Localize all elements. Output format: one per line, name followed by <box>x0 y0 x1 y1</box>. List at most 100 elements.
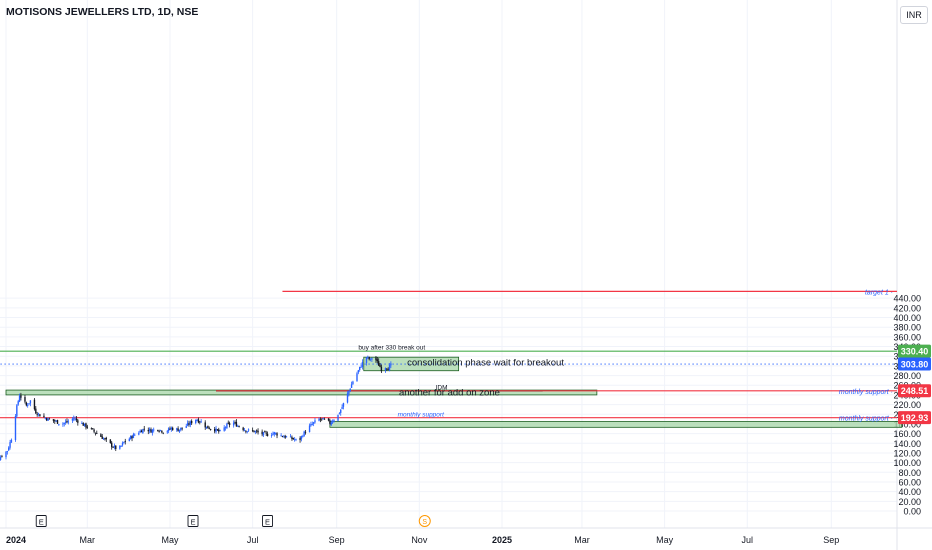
candle-body <box>226 423 228 429</box>
candle-body <box>45 418 48 421</box>
candle-body <box>119 445 121 449</box>
candle-body <box>6 451 9 452</box>
candle-body <box>73 418 75 420</box>
candle-body <box>293 439 296 441</box>
candle-body <box>216 429 219 431</box>
candle-body <box>310 424 312 426</box>
candle-body <box>289 436 292 438</box>
candle-body <box>295 438 297 440</box>
candle-body <box>129 435 132 439</box>
candle-body <box>388 365 391 371</box>
candle-body <box>71 418 74 421</box>
candle-body <box>228 423 231 426</box>
candle-body <box>124 441 126 442</box>
candle-body <box>281 436 284 437</box>
candle-body <box>153 429 155 431</box>
candle-body <box>177 428 179 432</box>
demand-zone <box>5 389 598 396</box>
candle-body <box>300 436 303 440</box>
candle-body <box>299 438 301 440</box>
candle-body <box>262 432 265 436</box>
candle-body <box>197 419 200 423</box>
y-tick-label: 180.00 <box>893 419 921 429</box>
x-tick-label: Sep <box>329 535 345 545</box>
candle-body <box>85 423 87 428</box>
candle-body <box>102 438 105 440</box>
candle-body <box>138 432 140 435</box>
candle-body <box>36 413 38 415</box>
candle-body <box>318 418 320 421</box>
candle-body <box>273 432 276 435</box>
currency-button[interactable]: INR <box>900 6 928 24</box>
candle-body <box>357 370 360 373</box>
x-tick-label: Nov <box>411 535 428 545</box>
y-tick-label: 140.00 <box>893 439 921 449</box>
x-tick-label: 2024 <box>6 535 26 545</box>
chart-annotation: consolidation phase wait for breakout <box>407 357 564 368</box>
candle-body <box>134 434 136 436</box>
candle-body <box>112 447 114 448</box>
candle-body <box>96 433 98 434</box>
candle-body <box>247 429 250 431</box>
candle-body <box>284 435 286 438</box>
candle-body <box>58 423 60 425</box>
candle-body <box>213 429 216 432</box>
candle-body <box>101 436 103 439</box>
candle-body <box>359 366 361 370</box>
candle-body <box>139 430 141 433</box>
y-tick-label: 160.00 <box>893 429 921 439</box>
y-tick-label: 380.00 <box>893 323 921 333</box>
x-tick-label: May <box>656 535 674 545</box>
candle-body <box>238 426 240 427</box>
candle-body <box>352 381 354 385</box>
candle-body <box>245 430 247 432</box>
candle-body <box>234 422 236 424</box>
candle-body <box>365 357 368 363</box>
candle-body <box>224 427 227 428</box>
candle-body <box>109 439 112 444</box>
candle-body <box>55 420 57 422</box>
candle-body <box>369 358 372 360</box>
y-tick-label: 220.00 <box>893 400 921 410</box>
candle-body <box>157 430 159 431</box>
candle-body <box>375 357 377 361</box>
candle-body <box>128 438 131 442</box>
candle-body <box>132 434 135 439</box>
candle-body <box>66 420 68 423</box>
candle-body <box>368 357 370 360</box>
candle-body <box>331 421 334 423</box>
candle-body <box>86 426 89 428</box>
candle-body <box>123 441 125 444</box>
candle-body <box>322 417 324 420</box>
candle-body <box>67 421 70 423</box>
candle-body <box>205 426 208 429</box>
price-label-bg <box>898 384 931 398</box>
candle-body <box>270 435 273 436</box>
candle-body <box>20 395 22 398</box>
candle-body <box>162 432 164 434</box>
candle-body <box>327 418 330 421</box>
candle-body <box>140 430 143 433</box>
candle-body <box>274 432 277 434</box>
y-tick-label: 360.00 <box>893 332 921 342</box>
candle-body <box>33 399 36 410</box>
candle-body <box>253 430 255 433</box>
candle-body <box>81 423 83 424</box>
candle-body <box>204 422 206 428</box>
candle-body <box>150 429 152 433</box>
price-label: 330.40 <box>901 346 929 356</box>
candle-body <box>319 418 322 420</box>
candle-body <box>147 429 149 432</box>
candle-body <box>387 369 389 371</box>
price-label: 248.51 <box>901 386 929 396</box>
candle-body <box>209 429 212 430</box>
candle-body <box>35 408 37 414</box>
candle-body <box>390 363 392 366</box>
candle-body <box>276 433 278 436</box>
candle-body <box>219 430 221 432</box>
candle-body <box>280 435 282 437</box>
candle-body <box>181 427 183 429</box>
earnings-event-icon <box>35 515 47 527</box>
candle-body <box>186 423 189 426</box>
